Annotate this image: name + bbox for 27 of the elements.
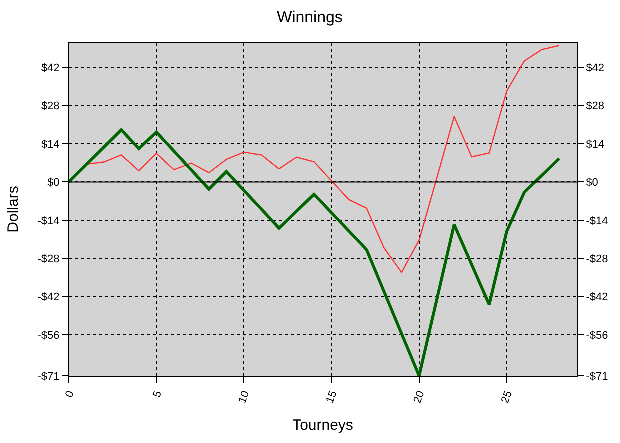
chart-title: Winnings [277, 9, 343, 26]
y2-tick-label: -$71 [586, 370, 608, 383]
y-tick-label: -$14 [38, 215, 60, 228]
y2-tick-label: -$14 [586, 215, 608, 228]
x-tick-label: 15 [324, 390, 340, 406]
y-axis-title: Dollars [5, 186, 22, 233]
y-tick-label: -$71 [38, 370, 60, 383]
y-tick-label: $42 [41, 62, 60, 74]
y2-tick-label: -$56 [586, 330, 608, 342]
x-tick-label: 0 [64, 390, 77, 400]
y2-tick-label: $28 [586, 100, 605, 113]
y2-tick-label: $42 [586, 62, 605, 74]
x-tick-label: 10 [236, 390, 252, 406]
x-tick-label: 5 [151, 390, 165, 400]
y-tick-label: $28 [41, 100, 60, 113]
y2-tick-label: -$28 [586, 253, 608, 266]
y2-tick-label: $0 [586, 177, 598, 190]
x-tick-label: 20 [412, 390, 428, 406]
y-tick-label: -$56 [38, 330, 60, 342]
x-tick-label: 25 [499, 390, 515, 406]
y-tick-label: $0 [48, 177, 60, 190]
x-axis-title: Tourneys [292, 417, 354, 434]
y2-tick-label: -$42 [586, 292, 608, 304]
y-tick-label: $14 [41, 138, 60, 151]
y2-tick-label: $14 [586, 138, 605, 151]
y-tick-label: -$28 [38, 253, 60, 266]
y-tick-label: -$42 [38, 292, 60, 304]
